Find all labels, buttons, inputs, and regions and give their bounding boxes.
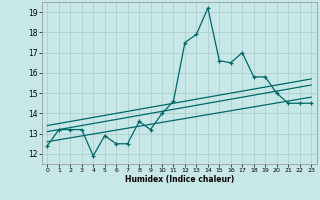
X-axis label: Humidex (Indice chaleur): Humidex (Indice chaleur)	[124, 175, 234, 184]
